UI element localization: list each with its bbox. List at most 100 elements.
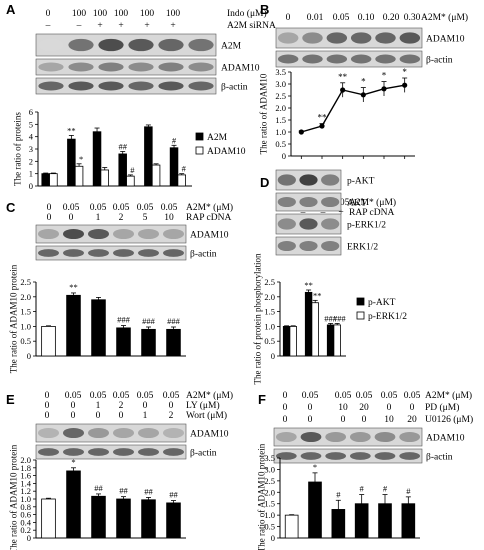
blot-band: [63, 427, 84, 439]
bar: [116, 327, 131, 357]
treatment-label: A2M siRNA: [227, 21, 276, 31]
significance-mark: *: [71, 457, 75, 467]
blot-strip: [35, 224, 187, 244]
significance-mark: **: [69, 282, 78, 292]
blot-band: [300, 452, 322, 460]
y-tick-label: 0: [27, 351, 31, 361]
blot-label: ADAM10: [190, 231, 229, 241]
treatment-value: 0.05: [65, 391, 82, 401]
y-tick-label: 2.5: [275, 91, 286, 101]
blot-strip: [35, 245, 187, 261]
significance-mark: *: [402, 67, 407, 77]
data-point: [298, 129, 304, 135]
y-tick-label: 1.5: [275, 115, 286, 125]
treatment-value: 100: [72, 9, 87, 19]
bar: [41, 498, 56, 539]
treatment-value: 0: [283, 415, 288, 425]
blot-strip: [35, 444, 187, 460]
blot-strip: [275, 213, 342, 235]
treatment-value: 2: [119, 213, 124, 223]
significance-mark: *: [79, 154, 83, 164]
treatment-value: 0.05: [161, 203, 178, 213]
y-axis-label: The ratio of ADAM10 protein: [8, 264, 18, 373]
bar: [151, 164, 161, 187]
blot-band: [275, 431, 297, 443]
y-tick-label: 3.0: [264, 464, 275, 474]
treatment-value: 0.05: [356, 391, 373, 401]
blot-band: [375, 32, 396, 44]
blot-band: [128, 81, 154, 91]
significance-mark: *: [382, 71, 387, 81]
y-tick-label: 3.0: [275, 79, 286, 89]
blot-band: [349, 452, 371, 460]
blot-band: [277, 32, 299, 44]
blot-strip: [273, 448, 423, 464]
treatment-value: +: [118, 21, 123, 31]
bar: [74, 165, 84, 187]
y-tick-label: 3.5: [264, 453, 275, 463]
y-tick-label: 2.0: [264, 487, 275, 497]
blot-strip: [35, 423, 187, 443]
blot-strip: [275, 27, 423, 49]
bar: [169, 147, 179, 187]
blot-label: ERK1/2: [347, 243, 378, 253]
blot-band: [275, 452, 297, 460]
treatment-value: 0: [286, 13, 291, 23]
panel-letter: F: [258, 392, 266, 407]
blot-band: [163, 427, 184, 439]
blot-band: [299, 174, 318, 186]
panel-letter: B: [260, 2, 269, 17]
significance-mark: *: [313, 462, 317, 472]
treatment-label: A2M* (μM): [425, 390, 472, 401]
blot-band: [321, 240, 340, 252]
treatment-value: 0.05: [163, 391, 180, 401]
bar: [66, 470, 81, 539]
blot-label: A2M: [221, 42, 242, 52]
significance-mark: #: [182, 164, 187, 174]
treatment-value: 20: [407, 415, 417, 425]
treatment-value: 0: [96, 411, 101, 421]
significance-mark: ###: [167, 316, 181, 326]
treatment-value: 0: [283, 403, 288, 413]
treatment-value: +: [170, 21, 175, 31]
blot-band: [163, 228, 184, 240]
significance-mark: ##: [144, 486, 153, 496]
blot-band: [299, 196, 318, 208]
y-tick-label: 3: [29, 144, 33, 154]
y-axis-label: The ratio of ADAM10 protein: [256, 443, 266, 550]
blot-strip: [275, 50, 423, 68]
blot-band: [325, 431, 347, 443]
bar: [401, 503, 416, 539]
treatment-value: 0: [47, 203, 52, 213]
y-tick-label: 0.5: [264, 522, 275, 532]
blot-band: [300, 431, 322, 443]
y-tick-label: 1.5: [264, 499, 275, 509]
y-tick-label: 0.4: [20, 517, 31, 527]
bar: [326, 324, 335, 357]
y-tick-label: 2.0: [20, 292, 31, 302]
treatment-value: 0.05: [335, 391, 352, 401]
treatment-label: A2M* (μM): [349, 197, 396, 208]
bar: [49, 173, 58, 187]
y-tick-label: 0: [27, 533, 31, 543]
blot-strip: [275, 169, 342, 191]
blot-band: [113, 448, 134, 456]
blot-band: [38, 228, 59, 240]
blot-band: [38, 249, 59, 257]
panel-letter: D: [260, 175, 269, 190]
blot-band: [302, 54, 323, 64]
y-axis-label: The ratio of protein phosphorylation: [252, 253, 262, 384]
y-tick-label: 0.6: [20, 510, 31, 520]
blot-band: [299, 218, 318, 230]
y-tick-label: 1.0: [20, 321, 31, 331]
legend-swatch: [356, 311, 365, 320]
blot-band: [113, 228, 134, 240]
blot-band: [163, 249, 184, 257]
blot-band: [321, 174, 340, 186]
treatment-label: U0126 (μM): [425, 414, 473, 425]
treatment-value: –: [76, 21, 82, 31]
treatment-value: 0.05: [381, 391, 398, 401]
treatment-value: 0.05: [90, 391, 107, 401]
treatment-value: 0: [308, 403, 313, 413]
blot-band: [98, 81, 124, 91]
